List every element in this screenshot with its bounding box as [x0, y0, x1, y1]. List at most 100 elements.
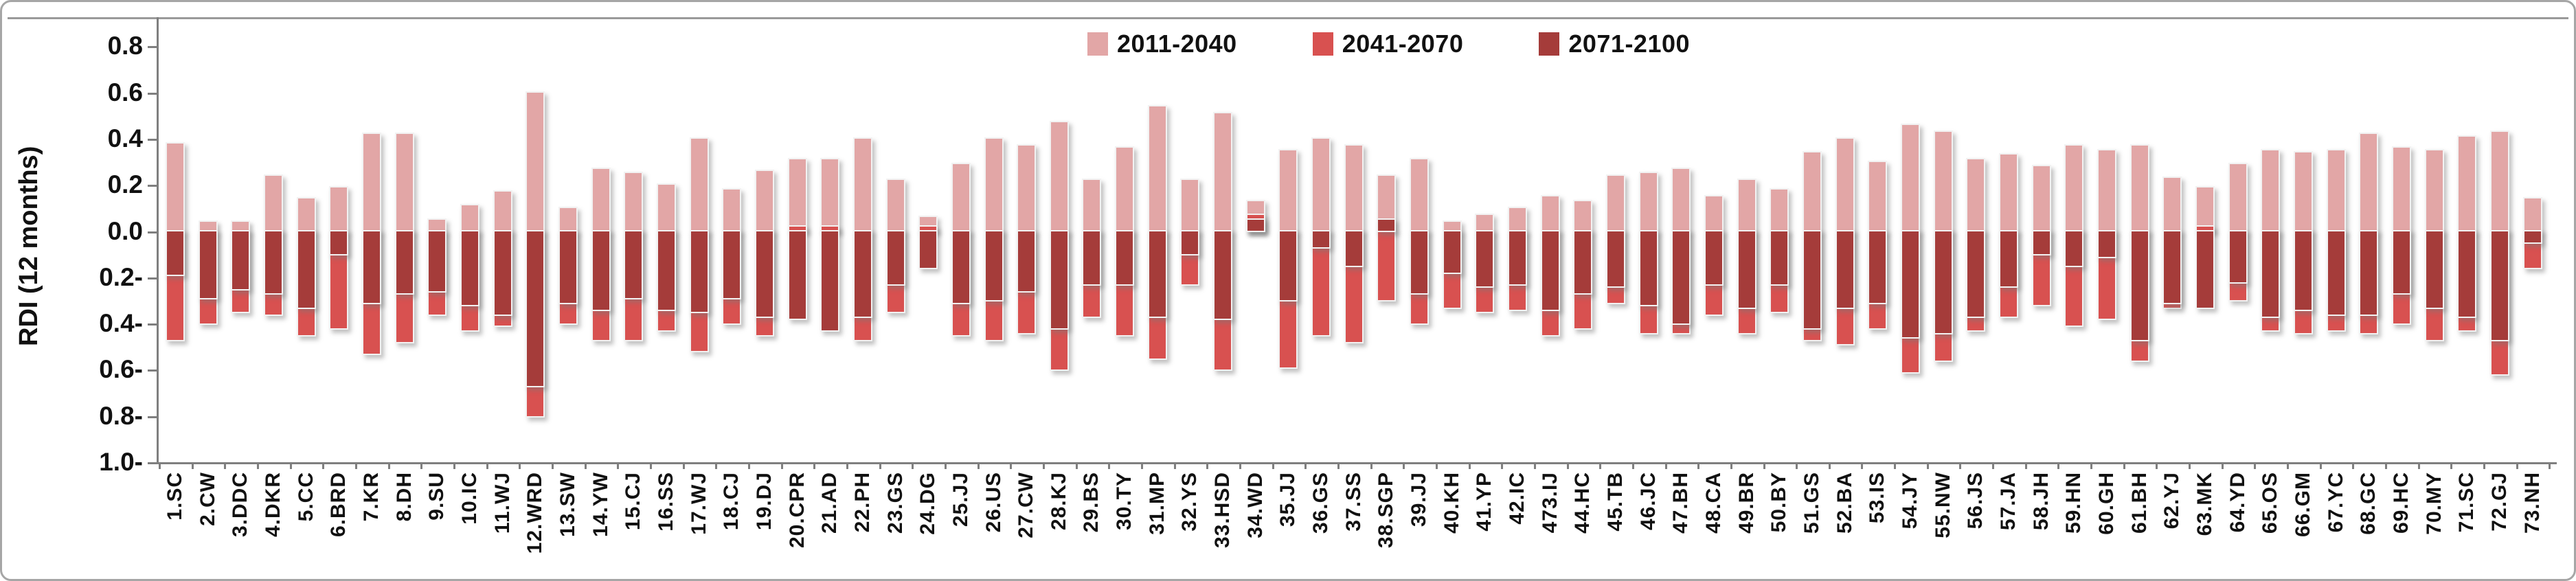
bar-segment-2011-2040-57.JA [1998, 153, 2018, 233]
x-category-label-12.WRD: 12.WRD [523, 472, 547, 554]
legend-item-2071-2100: 2071-2100 [1539, 30, 1690, 58]
x-category-label-39.JJ: 39.JJ [1408, 472, 1431, 527]
bar-segment-2071-2100-38.SGP [1377, 218, 1397, 233]
x-category-label-64.YD: 64.YD [2226, 472, 2249, 533]
x-category-label-60.GH: 60.GH [2094, 472, 2118, 535]
x-tick-mark [2516, 462, 2518, 469]
bar-segment-2011-2040-45.TB [1606, 174, 1626, 233]
x-category-label-11.WJ: 11.WJ [490, 472, 514, 534]
x-category-label-42.IC: 42.IC [1506, 472, 1529, 525]
x-category-label-10.IC: 10.IC [457, 472, 481, 525]
x-category-label-17.WJ: 17.WJ [687, 472, 710, 535]
bar-segment-2071-2100-51.GS [1803, 229, 1822, 330]
bar-segment-2011-2040-22.PH [852, 137, 872, 233]
x-tick-mark [2024, 462, 2027, 469]
bar-segment-2011-2040-48.CA [1704, 195, 1724, 233]
bar-segment-2071-2100-64.YD [2228, 229, 2248, 284]
x-tick-mark [289, 462, 292, 469]
bar-segment-2011-2040-67.YC [2326, 148, 2346, 233]
x-tick-mark [650, 462, 653, 469]
bar-segment-2071-2100-60.GH [2097, 229, 2116, 258]
x-category-label-3.DDC: 3.DDC [229, 472, 252, 538]
chart-legend: 2011-2040 2041-2070 2071-2100 [1087, 30, 1690, 58]
bar-segment-2011-2040-52.BA [1835, 137, 1855, 233]
x-category-label-33.HSD: 33.HSD [1211, 472, 1234, 549]
x-category-label-8.DH: 8.DH [392, 472, 416, 522]
x-tick-mark [2123, 462, 2125, 469]
bar-segment-2011-2040-35.JJ [1278, 148, 1298, 233]
x-category-label-63.MK: 63.MK [2193, 472, 2216, 536]
legend-label: 2071-2100 [1568, 30, 1691, 58]
x-tick-mark [1140, 462, 1143, 469]
x-tick-mark [2287, 462, 2290, 469]
x-tick-mark [2352, 462, 2355, 469]
x-category-label-5.CC: 5.CC [294, 472, 317, 522]
bar-segment-2071-2100-49.BR [1737, 229, 1756, 309]
x-category-label-66.GM: 66.GM [2291, 472, 2314, 538]
x-category-label-22.PH: 22.PH [850, 472, 874, 533]
bar-segment-2011-2040-10.IC [460, 204, 479, 233]
bar-segment-2071-2100-10.IC [460, 229, 479, 307]
x-tick-mark [715, 462, 718, 469]
x-category-label-38.SGP: 38.SGP [1375, 472, 1398, 549]
bar-segment-2071-2100-3.DDC [231, 229, 251, 290]
bar-segment-2071-2100-473.IJ [1540, 229, 1560, 311]
bar-segment-2011-2040-39.JJ [1410, 158, 1430, 233]
bar-segment-2071-2100-68.GC [2359, 229, 2379, 316]
x-category-label-41.YP: 41.YP [1473, 472, 1496, 532]
x-tick-mark [1763, 462, 1765, 469]
bar-segment-2011-2040-26.US [984, 137, 1004, 233]
x-category-label-73.NH: 73.NH [2520, 472, 2544, 534]
y-tick-mark [148, 231, 157, 233]
bar-segment-2011-2040-54.JY [1900, 123, 1920, 233]
x-category-label-15.CJ: 15.CJ [622, 472, 645, 531]
x-tick-mark [2450, 462, 2453, 469]
x-category-label-54.JY: 54.JY [1898, 472, 1921, 529]
x-tick-mark [1403, 462, 1405, 469]
bar-segment-2071-2100-29.BS [1082, 229, 1102, 286]
x-tick-mark [1370, 462, 1372, 469]
y-tick-mark [148, 92, 157, 95]
bar-segment-2011-2040-17.WJ [689, 137, 709, 233]
bar-segment-2071-2100-71.SC [2457, 229, 2477, 318]
x-tick-mark [2483, 462, 2486, 469]
x-tick-mark [191, 462, 194, 469]
bar-segment-2071-2100-28.KJ [1049, 229, 1069, 330]
bar-segment-2071-2100-25.JJ [951, 229, 971, 304]
bar-segment-2011-2040-46.JC [1638, 172, 1658, 233]
bar-segment-2011-2040-19.DJ [754, 170, 774, 233]
bar-segment-2071-2100-50.BY [1770, 229, 1789, 286]
bar-segment-2071-2100-12.WRD [526, 229, 545, 387]
x-tick-mark [1828, 462, 1831, 469]
bar-segment-2011-2040-28.KJ [1049, 121, 1069, 233]
x-tick-mark [486, 462, 488, 469]
x-tick-mark [813, 462, 816, 469]
bar-segment-2071-2100-41.YP [1475, 229, 1495, 288]
x-tick-mark [2090, 462, 2093, 469]
x-category-label-26.US: 26.US [982, 472, 1005, 533]
bar-segment-2011-2040-73.NH [2522, 197, 2542, 233]
bar-segment-2071-2100-73.NH [2522, 229, 2542, 244]
x-tick-mark [2319, 462, 2322, 469]
bar-segment-2071-2100-46.JC [1638, 229, 1658, 307]
x-tick-mark [945, 462, 947, 469]
bar-segment-2011-2040-13.SW [558, 206, 578, 233]
bar-segment-2071-2100-15.CJ [624, 229, 644, 300]
bar-segment-2011-2040-36.GS [1311, 137, 1331, 233]
x-category-label-25.JJ: 25.JJ [949, 472, 972, 527]
x-category-label-27.CW: 27.CW [1015, 472, 1038, 538]
bar-segment-2011-2040-16.SS [656, 183, 676, 233]
x-category-label-9.SU: 9.SU [425, 472, 449, 521]
y-axis-line [157, 17, 159, 462]
bar-segment-2071-2100-31.MP [1147, 229, 1167, 318]
x-category-label-65.OS: 65.OS [2259, 472, 2282, 534]
x-category-label-47.BH: 47.BH [1669, 472, 1693, 534]
bar-segment-2011-2040-68.GC [2359, 133, 2379, 233]
bar-segment-2071-2100-61.BH [2129, 229, 2149, 341]
bar-segment-2011-2040-473.IJ [1540, 195, 1560, 233]
x-tick-mark [387, 462, 390, 469]
bar-segment-2071-2100-9.SU [427, 229, 447, 293]
bar-segment-2071-2100-7.KR [361, 229, 381, 304]
x-tick-mark [1010, 462, 1013, 469]
bar-segment-2071-2100-40.KH [1442, 229, 1462, 275]
